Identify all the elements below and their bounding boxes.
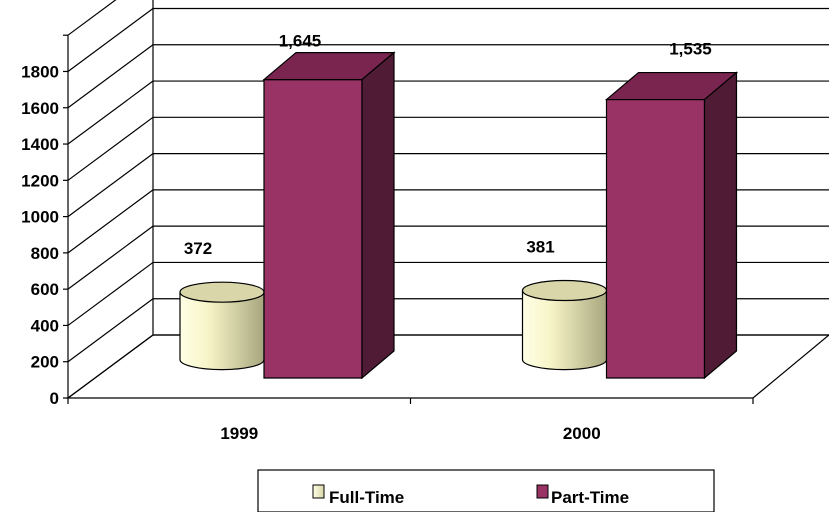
gridline-side (67, 7, 154, 72)
bar-part-time-2000 (605, 98, 706, 379)
gridline-side (67, 298, 154, 363)
x-tick-label: 1999 (220, 424, 258, 443)
data-label-part-time-1999: 1,645 (279, 32, 322, 51)
bar-part-time-side-2000 (703, 71, 738, 380)
legend-label-full-time: Full-Time (329, 488, 404, 507)
data-label-part-time-2000: 1,535 (669, 40, 712, 59)
legend-label-part-time: Part-Time (551, 488, 629, 507)
bar-full-time-top-2000 (521, 279, 608, 302)
legend: Full-Time Part-Time (257, 469, 715, 513)
y-tick-label: 400 (31, 316, 59, 335)
gridline-side (67, 116, 154, 181)
bar-full-time-top-1999 (179, 281, 265, 303)
gridline-side (67, 0, 117, 36)
y-tick-label: 1800 (21, 62, 59, 81)
bar-full-time-2000 (521, 289, 608, 371)
legend-frame (257, 469, 715, 513)
y-tick-label: 1200 (21, 171, 59, 190)
gridline-side (67, 44, 154, 109)
gridline-side (67, 334, 154, 399)
data-label-full-time-2000: 381 (526, 238, 554, 257)
y-tick-label: 1400 (21, 135, 59, 154)
x-tick-label: 2000 (563, 424, 601, 443)
legend-swatch-part-time (536, 484, 549, 499)
gridline-side (67, 261, 154, 326)
y-tick-label: 800 (31, 244, 59, 263)
y-tick-label: 1000 (21, 208, 59, 227)
y-tick-label: 0 (50, 389, 59, 408)
gridline-side (67, 225, 154, 290)
data-label-full-time-1999: 372 (184, 239, 212, 258)
gridline-side (67, 189, 154, 254)
bar-full-time-1999 (179, 291, 265, 371)
legend-swatch-full-time (312, 484, 325, 499)
y-tick-label: 1600 (21, 99, 59, 118)
gridline-side (67, 153, 154, 218)
bar-part-time-side-1999 (361, 51, 395, 380)
y-tick-label: 200 (31, 353, 59, 372)
gridline-side (67, 80, 154, 145)
bar-part-time-1999 (263, 78, 363, 379)
y-tick-label: 600 (31, 280, 59, 299)
